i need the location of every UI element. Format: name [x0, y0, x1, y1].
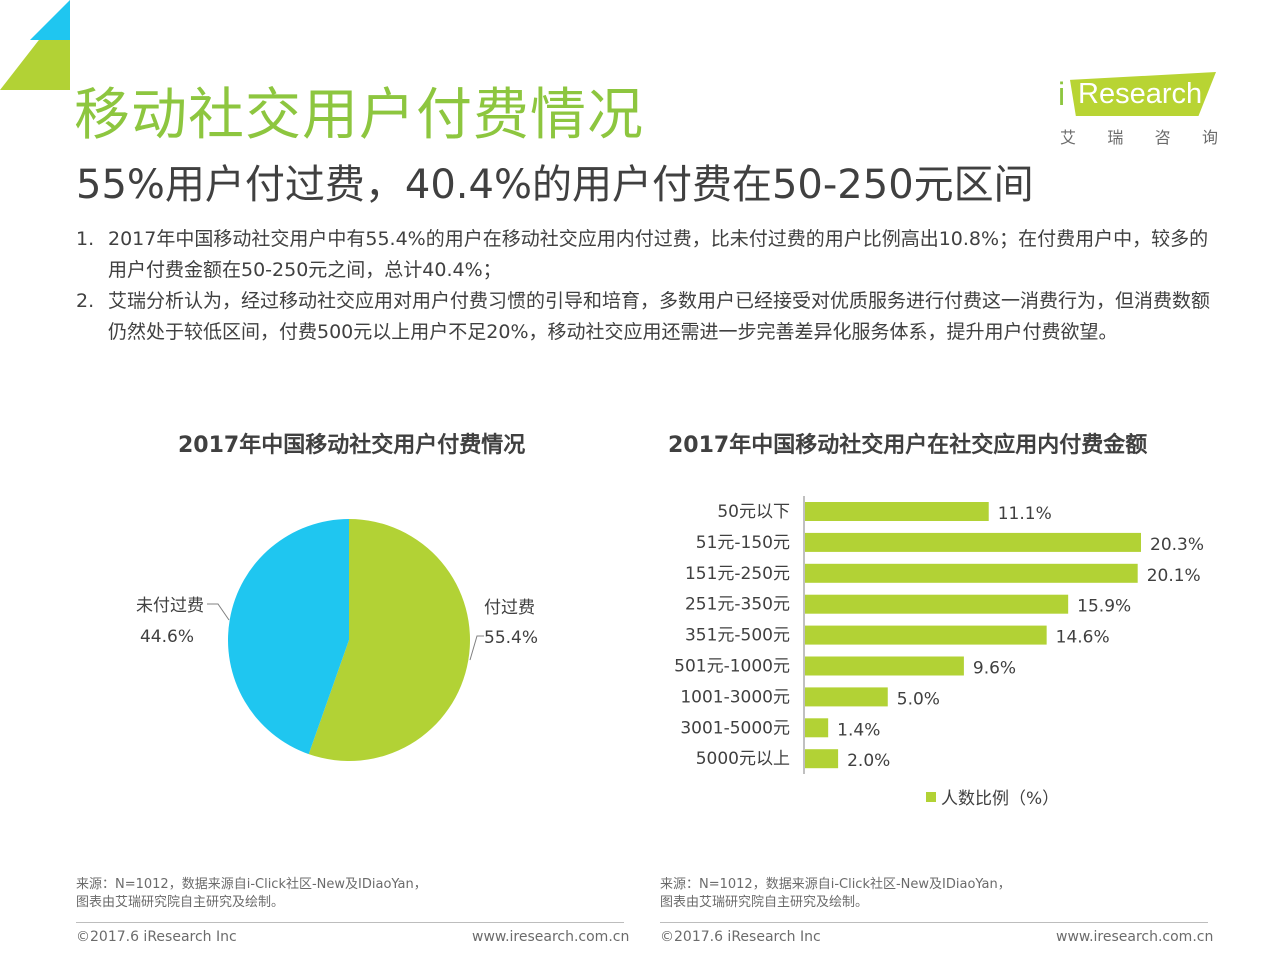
- bar-chart-title: 2017年中国移动社交用户在社交应用内付费金额: [668, 433, 1148, 458]
- footer-website-left[interactable]: www.iresearch.com.cn: [472, 929, 630, 945]
- footer-divider-left: [76, 922, 624, 923]
- source-note-right: 来源：N=1012，数据来源自i-Click社区-New及IDiaoYan， 图…: [660, 876, 1011, 912]
- bar-value-label: 11.1%: [998, 504, 1052, 524]
- bar: [805, 625, 1047, 645]
- bar-category-label: 351元-500元: [685, 626, 790, 646]
- source-line: 来源：N=1012，数据来源自i-Click社区-New及IDiaoYan，: [660, 877, 1011, 892]
- page-title: 移动社交用户付费情况: [74, 83, 644, 148]
- bullet-number: 1.: [76, 228, 95, 250]
- pie-slice-label: 未付过费: [136, 596, 204, 616]
- bar: [805, 718, 829, 738]
- bar-category-label: 1001-3000元: [680, 687, 790, 707]
- pie-slice: [228, 519, 349, 755]
- bar-value-label: 20.1%: [1147, 566, 1201, 586]
- bullet-text: 艾瑞分析认为，经过移动社交应用对用户付费习惯的引导和培育，多数用户已经接受对优质…: [108, 290, 1211, 343]
- footer-copyright-right: ©2017.6 iResearch Inc: [660, 929, 821, 945]
- bullet-item: 1. 2017年中国移动社交用户中有55.4%的用户在移动社交应用内付过费，比未…: [76, 224, 1216, 286]
- logo-cn-char: 询: [1201, 128, 1218, 147]
- logo-banner-shape: [1070, 72, 1216, 116]
- page-corner-decoration: [0, 0, 70, 90]
- bar-value-label: 2.0%: [847, 751, 890, 771]
- bar-value-label: 1.4%: [837, 720, 880, 740]
- bullet-text: 2017年中国移动社交用户中有55.4%的用户在移动社交应用内付过费，比未付过费…: [108, 228, 1209, 281]
- logo-wordmark: Research: [1078, 78, 1203, 110]
- legend-label: 人数比例（%）: [941, 789, 1059, 809]
- footer-divider-right: [660, 922, 1208, 923]
- logo-cn-char: 艾: [1060, 128, 1077, 147]
- bar: [805, 656, 964, 676]
- pie-slice-value: 55.4%: [484, 628, 538, 648]
- bar-category-label: 501元-1000元: [674, 657, 790, 677]
- page-subtitle: 55%用户付过费，40.4%的用户付费在50-250元区间: [76, 162, 1034, 208]
- bullet-number: 2.: [76, 290, 95, 312]
- logo-cn-char: 瑞: [1107, 128, 1124, 147]
- bar: [805, 594, 1069, 614]
- bar-value-label: 15.9%: [1077, 597, 1131, 617]
- footer-copyright-left: ©2017.6 iResearch Inc: [76, 929, 237, 945]
- bar: [805, 563, 1138, 583]
- pie-leader-line: [469, 635, 484, 661]
- pie-slice-label: 付过费: [484, 598, 535, 618]
- pie-leader-line: [207, 603, 230, 621]
- source-line: 图表由艾瑞研究院自主研究及绘制。: [76, 895, 285, 910]
- summary-bullets: 1. 2017年中国移动社交用户中有55.4%的用户在移动社交应用内付过费，比未…: [76, 224, 1216, 348]
- bar-value-label: 5.0%: [897, 689, 940, 709]
- bar-category-label: 251元-350元: [685, 595, 790, 615]
- bar-category-label: 3001-5000元: [680, 718, 790, 738]
- bullet-item: 2. 艾瑞分析认为，经过移动社交应用对用户付费习惯的引导和培育，多数用户已经接受…: [76, 286, 1216, 348]
- bar: [805, 687, 888, 707]
- pie-chart-title: 2017年中国移动社交用户付费情况: [178, 433, 526, 458]
- bar-category-label: 5000元以上: [696, 749, 790, 769]
- corner-triangle-blue: [30, 0, 70, 40]
- legend-swatch: [926, 792, 936, 802]
- bar-category-label: 151元-250元: [685, 564, 790, 584]
- pie-slice: [308, 519, 470, 762]
- bar-category-label: 50元以下: [717, 502, 790, 522]
- source-line: 图表由艾瑞研究院自主研究及绘制。: [660, 895, 869, 910]
- pie-slice-value: 44.6%: [140, 627, 194, 647]
- bar-value-label: 20.3%: [1150, 535, 1204, 555]
- source-line: 来源：N=1012，数据来源自i-Click社区-New及IDiaoYan，: [76, 877, 427, 892]
- footer-website-right[interactable]: www.iresearch.com.cn: [1056, 929, 1214, 945]
- bar-category-label: 51元-150元: [696, 533, 790, 553]
- logo-i-letter: i: [1058, 76, 1066, 112]
- logo-cn-char: 咨: [1154, 128, 1171, 147]
- bar-value-label: 9.6%: [973, 659, 1016, 679]
- bar: [805, 502, 989, 521]
- bar: [805, 532, 1141, 552]
- bar-value-label: 14.6%: [1056, 628, 1110, 648]
- logo-chinese-name: 艾 瑞 咨 询: [1060, 124, 1218, 148]
- bar: [805, 749, 839, 769]
- iresearch-logo: i Research 艾 瑞 咨 询: [1058, 66, 1218, 150]
- source-note-left: 来源：N=1012，数据来源自i-Click社区-New及IDiaoYan， 图…: [76, 876, 427, 912]
- page-number: 40: [1245, 927, 1268, 949]
